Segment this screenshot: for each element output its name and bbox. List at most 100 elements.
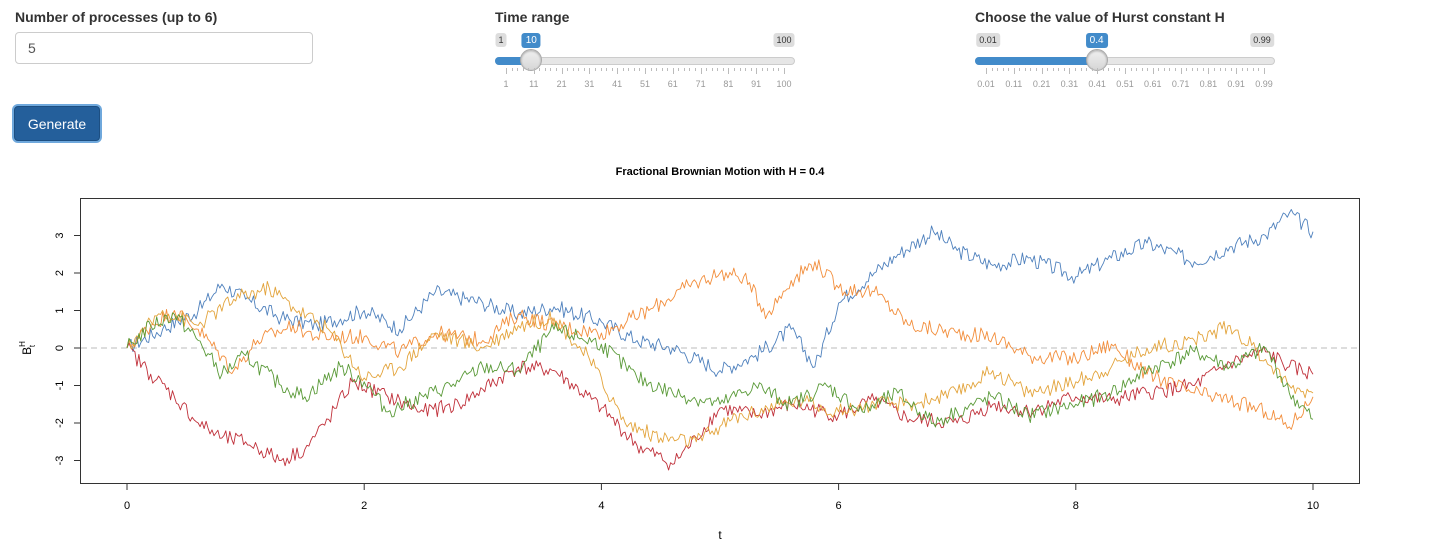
processes-input[interactable] bbox=[15, 32, 313, 64]
chart-title: Fractional Brownian Motion with H = 0.4 bbox=[616, 166, 826, 178]
series-lines bbox=[126, 209, 1314, 471]
hurst-minor-tick bbox=[1191, 68, 1193, 71]
time-range-minor-tick bbox=[761, 68, 763, 71]
time-range-major-tick bbox=[700, 68, 702, 74]
hurst-minor-tick bbox=[1047, 68, 1049, 71]
hurst-minor-tick bbox=[1024, 68, 1026, 71]
time-range-minor-tick bbox=[772, 68, 774, 71]
series-line-4 bbox=[126, 280, 1314, 447]
time-range-tick-label: 71 bbox=[695, 79, 706, 89]
time-range-value-label: 10 bbox=[521, 33, 541, 48]
y-axis-label-group: BHt bbox=[18, 341, 37, 355]
hurst-minor-tick bbox=[1197, 68, 1199, 71]
time-range-minor-tick bbox=[606, 68, 608, 71]
time-range-slider[interactable]: 1 100 10 1 11 21 31 41 51 61 71 81 91 100 bbox=[495, 32, 795, 92]
y-tick-label: -2 bbox=[54, 418, 66, 428]
time-range-tick-label: 100 bbox=[776, 79, 792, 89]
hurst-tick-label: 0.61 bbox=[1144, 79, 1162, 89]
time-range-minor-tick bbox=[656, 68, 658, 71]
hurst-minor-tick bbox=[1102, 68, 1104, 71]
hurst-tick-label: 0.41 bbox=[1088, 79, 1106, 89]
hurst-minor-tick bbox=[1147, 68, 1149, 71]
series-line-5 bbox=[126, 312, 1314, 428]
hurst-minor-tick bbox=[1058, 68, 1060, 71]
hurst-minor-tick bbox=[1219, 68, 1221, 71]
time-range-minor-tick bbox=[639, 68, 641, 71]
time-range-minor-tick bbox=[745, 68, 747, 71]
time-range-minor-tick bbox=[628, 68, 630, 71]
time-range-max-label: 100 bbox=[773, 33, 795, 47]
time-range-minor-tick bbox=[661, 68, 663, 71]
time-range-minor-tick bbox=[550, 68, 552, 71]
x-tick-label: 4 bbox=[598, 500, 604, 512]
hurst-minor-tick bbox=[1080, 68, 1082, 71]
time-range-minor-tick bbox=[528, 68, 530, 71]
x-tick-label: 10 bbox=[1307, 500, 1319, 512]
time-range-minor-tick bbox=[678, 68, 680, 71]
y-tick-label: 3 bbox=[54, 232, 66, 238]
hurst-tick-label: 0.51 bbox=[1116, 79, 1134, 89]
hurst-minor-tick bbox=[1036, 68, 1038, 71]
hurst-minor-tick bbox=[1163, 68, 1165, 71]
y-tick-label: 2 bbox=[54, 270, 66, 276]
generate-button[interactable]: Generate bbox=[14, 106, 100, 141]
hurst-minor-tick bbox=[1130, 68, 1132, 71]
hurst-major-tick bbox=[1097, 68, 1099, 74]
hurst-major-tick bbox=[1041, 68, 1043, 74]
time-range-minor-tick bbox=[711, 68, 713, 71]
hurst-minor-tick bbox=[1258, 68, 1260, 71]
hurst-max-label: 0.99 bbox=[1250, 33, 1274, 47]
time-range-major-tick bbox=[756, 68, 758, 74]
hurst-minor-tick bbox=[991, 68, 993, 71]
plot-frame bbox=[80, 198, 1360, 484]
y-tick-label: -3 bbox=[54, 456, 66, 466]
time-range-minor-tick bbox=[778, 68, 780, 71]
time-range-minor-tick bbox=[578, 68, 580, 71]
time-range-minor-tick bbox=[600, 68, 602, 71]
fbm-chart: Fractional Brownian Motion with H = 0.4 … bbox=[18, 166, 1360, 542]
axes: 0 2 4 6 8 10 -3 -2 -1 0 1 2 3 bbox=[54, 232, 1359, 512]
time-range-minor-tick bbox=[706, 68, 708, 71]
hurst-label: Choose the value of Hurst constant H bbox=[975, 9, 1225, 25]
hurst-handle[interactable] bbox=[1085, 49, 1108, 71]
time-range-handle[interactable] bbox=[520, 49, 543, 71]
hurst-minor-tick bbox=[1002, 68, 1004, 71]
time-range-tick-label: 41 bbox=[612, 79, 623, 89]
time-range-minor-tick bbox=[633, 68, 635, 71]
hurst-tick-label: 0.31 bbox=[1060, 79, 1079, 89]
y-tick-label: 0 bbox=[54, 345, 66, 351]
hurst-minor-tick bbox=[1202, 68, 1204, 71]
time-range-major-tick bbox=[784, 68, 785, 74]
time-range-tick-label: 91 bbox=[751, 79, 762, 89]
time-range-minor-tick bbox=[683, 68, 685, 71]
hurst-minor-tick bbox=[1086, 68, 1088, 71]
series-line-3 bbox=[126, 342, 1314, 471]
hurst-minor-tick bbox=[1108, 68, 1110, 71]
time-range-minor-tick bbox=[622, 68, 624, 71]
hurst-minor-tick bbox=[997, 68, 999, 71]
time-range-minor-tick bbox=[767, 68, 769, 71]
time-range-minor-tick bbox=[583, 68, 585, 71]
time-range-minor-tick bbox=[539, 68, 541, 71]
processes-label: Number of processes (up to 6) bbox=[15, 9, 218, 25]
time-range-label: Time range bbox=[495, 9, 570, 25]
hurst-minor-tick bbox=[1136, 68, 1138, 71]
time-range-minor-tick bbox=[733, 68, 735, 71]
hurst-minor-tick bbox=[1247, 68, 1249, 71]
time-range-min-label: 1 bbox=[495, 33, 507, 47]
time-range-tick-label: 81 bbox=[723, 79, 734, 89]
hurst-tick-label: 0.91 bbox=[1227, 79, 1245, 89]
hurst-minor-tick bbox=[1186, 68, 1188, 71]
y-tick-label: -1 bbox=[54, 381, 66, 391]
hurst-minor-tick bbox=[1141, 68, 1143, 71]
hurst-slider[interactable]: 0.01 0.99 0.4 0.01 0.11 0.21 0.31 0.41 0.51 0.… bbox=[975, 32, 1275, 92]
series-line-1 bbox=[126, 209, 1314, 377]
y-tick-label: 1 bbox=[54, 307, 66, 313]
hurst-minor-tick bbox=[1213, 68, 1215, 71]
hurst-tick-label: 0.01 bbox=[977, 79, 995, 89]
hurst-minor-tick bbox=[1030, 68, 1032, 71]
hurst-major-tick bbox=[1125, 68, 1126, 74]
time-range-minor-tick bbox=[522, 68, 524, 71]
time-range-minor-tick bbox=[556, 68, 558, 71]
time-range-minor-tick bbox=[667, 68, 669, 71]
